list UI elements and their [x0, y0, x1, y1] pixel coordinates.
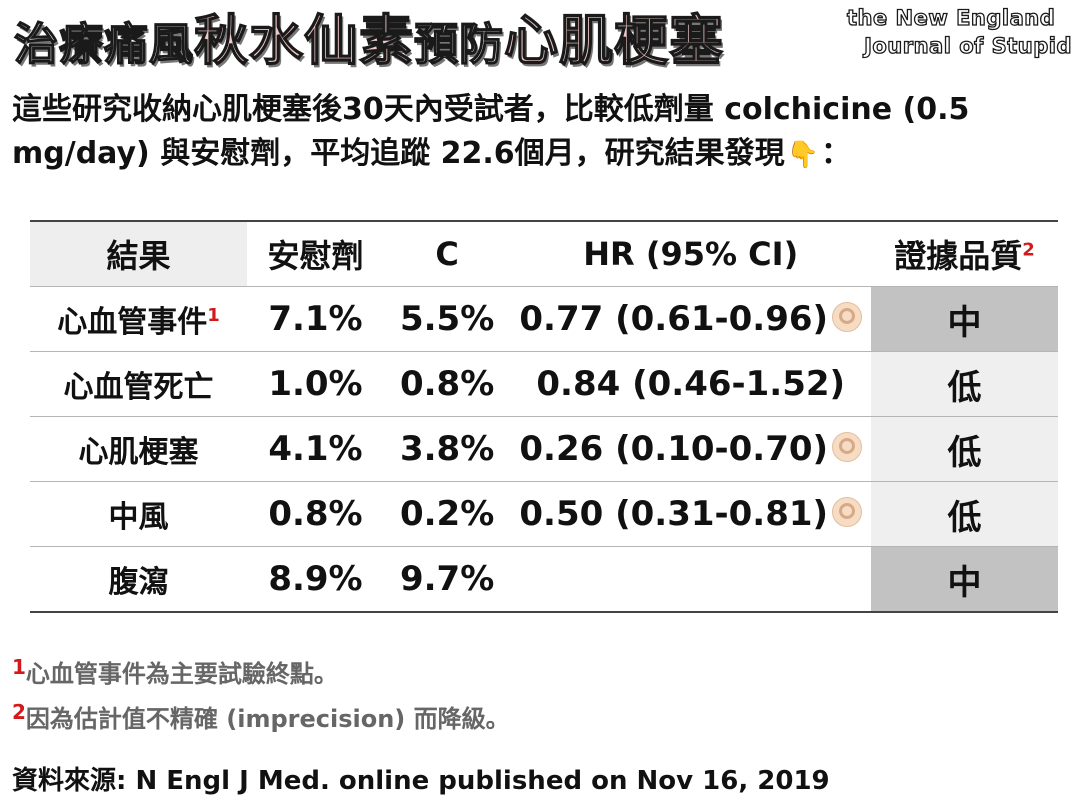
table-row: 心血管死亡 1.0% 0.8% 0.84 (0.46-1.52) 低	[30, 351, 1058, 417]
cell-placebo: 8.9%	[247, 546, 384, 613]
header-hr: HR (95% CI)	[510, 220, 871, 287]
footnotes: 1心血管事件為主要試驗終點。 2因為估計值不精確 (imprecision) 而…	[12, 648, 510, 738]
footnote-number: 2	[12, 700, 26, 724]
cell-outcome: 心肌梗塞	[30, 416, 248, 482]
hr-value: 0.50 (0.31-0.81)	[519, 494, 829, 534]
page-title: 治療痛風秋水仙素預防心肌梗塞	[13, 6, 724, 76]
intro-paragraph: 這些研究收納心肌梗塞後30天內受試者，比較低劑量 colchicine (0.5…	[12, 88, 1062, 177]
cell-quality: 低	[871, 416, 1058, 482]
ok-hand-icon	[832, 432, 863, 462]
intro-text: 這些研究收納心肌梗塞後30天內受試者，比較低劑量 colchicine (0.5…	[12, 92, 970, 171]
journal-logo: the New England Journal of Stupid	[846, 4, 1072, 60]
hr-value: 0.77 (0.61-0.96)	[519, 299, 829, 339]
title-highlight-1: 秋水仙素	[193, 8, 414, 73]
results-table: 結果 安慰劑 C HR (95% CI) 證據品質2 心血管事件1 7.1% 5.5…	[30, 220, 1058, 613]
outcome-label: 心血管死亡	[63, 370, 214, 405]
cell-quality: 中	[871, 286, 1058, 352]
source-citation: 資料來源: N Engl J Med. online published on …	[12, 766, 830, 796]
footnote-number: 1	[12, 655, 26, 679]
cell-hr: 0.26 (0.10-0.70)	[510, 416, 871, 482]
title-part-1: 治療痛風	[13, 18, 194, 71]
outcome-label: 心肌梗塞	[78, 435, 199, 470]
cell-placebo: 1.0%	[247, 351, 384, 417]
table-row: 腹瀉 8.9% 9.7% 中	[30, 546, 1058, 613]
cell-outcome: 中風	[30, 481, 248, 547]
table-header-row: 結果 安慰劑 C HR (95% CI) 證據品質2	[30, 220, 1058, 287]
hr-value: 0.26 (0.10-0.70)	[519, 429, 829, 469]
outcome-label: 中風	[108, 500, 169, 535]
cell-hr	[510, 546, 871, 613]
ok-hand-icon	[832, 302, 863, 332]
cell-outcome: 心血管事件1	[30, 286, 248, 352]
cell-colchicine: 3.8%	[383, 416, 511, 482]
cell-quality: 低	[871, 351, 1058, 417]
cell-colchicine: 0.8%	[383, 351, 511, 417]
cell-hr: 0.50 (0.31-0.81)	[510, 481, 871, 547]
cell-outcome: 腹瀉	[30, 546, 248, 613]
cell-placebo: 0.8%	[247, 481, 384, 547]
table-row: 心肌梗塞 4.1% 3.8% 0.26 (0.10-0.70) 低	[30, 416, 1058, 482]
table-row: 中風 0.8% 0.2% 0.50 (0.31-0.81) 低	[30, 481, 1058, 547]
cell-quality: 中	[871, 546, 1058, 613]
outcome-label: 心血管事件	[57, 305, 208, 340]
title-part-2: 預防	[413, 18, 504, 71]
header-quality: 證據品質2	[871, 220, 1058, 287]
cell-quality: 低	[871, 481, 1058, 547]
logo-line-1: the New England	[846, 5, 1056, 30]
cell-placebo: 4.1%	[247, 416, 384, 482]
header-quality-label: 證據品質	[894, 237, 1023, 275]
header-quality-note: 2	[1022, 239, 1035, 261]
footnote-2: 2因為估計值不精確 (imprecision) 而降級。	[12, 693, 510, 738]
cell-outcome: 心血管死亡	[30, 351, 248, 417]
table-row: 心血管事件1 7.1% 5.5% 0.77 (0.61-0.96) 中	[30, 286, 1058, 352]
cell-colchicine: 5.5%	[383, 286, 511, 352]
header-placebo: 安慰劑	[247, 220, 384, 287]
ok-hand-icon	[832, 497, 863, 527]
pointing-down-hand-icon: 👇	[786, 139, 820, 170]
header-outcome: 結果	[30, 220, 248, 287]
outcome-label: 腹瀉	[108, 565, 169, 600]
cell-hr: 0.77 (0.61-0.96)	[510, 286, 871, 352]
logo-line-2: Journal of Stupid	[863, 33, 1072, 58]
intro-colon: ：	[821, 136, 852, 171]
footnote-marker: 1	[207, 305, 220, 326]
footnote-1: 1心血管事件為主要試驗終點。	[12, 648, 510, 693]
header-colchicine: C	[383, 220, 511, 287]
cell-hr: 0.84 (0.46-1.52)	[510, 351, 871, 417]
title-highlight-2: 心肌梗塞	[503, 8, 724, 73]
cell-colchicine: 9.7%	[383, 546, 511, 613]
cell-placebo: 7.1%	[247, 286, 384, 352]
footnote-text: 因為估計值不精確 (imprecision) 而降級。	[25, 705, 510, 733]
footnote-text: 心血管事件為主要試驗終點。	[25, 660, 338, 688]
hr-value: 0.84 (0.46-1.52)	[536, 364, 846, 404]
cell-colchicine: 0.2%	[383, 481, 511, 547]
